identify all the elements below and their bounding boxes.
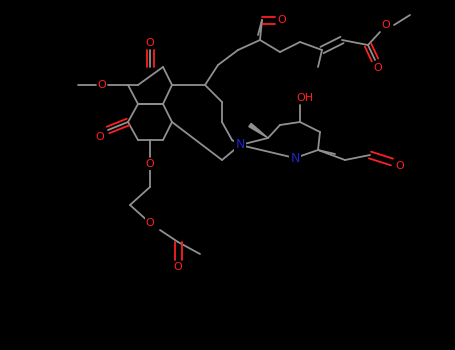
Text: O: O xyxy=(98,80,106,90)
Text: O: O xyxy=(96,132,104,142)
Text: O: O xyxy=(382,20,390,30)
Text: O: O xyxy=(146,159,154,169)
Polygon shape xyxy=(249,124,268,138)
Text: O: O xyxy=(174,262,182,272)
Text: OH: OH xyxy=(297,93,313,103)
Text: O: O xyxy=(278,15,286,25)
Text: O: O xyxy=(396,161,404,171)
Text: O: O xyxy=(374,63,382,73)
Text: N: N xyxy=(235,139,245,152)
Text: O: O xyxy=(146,218,154,228)
Text: O: O xyxy=(146,38,154,48)
Text: N: N xyxy=(290,152,300,164)
